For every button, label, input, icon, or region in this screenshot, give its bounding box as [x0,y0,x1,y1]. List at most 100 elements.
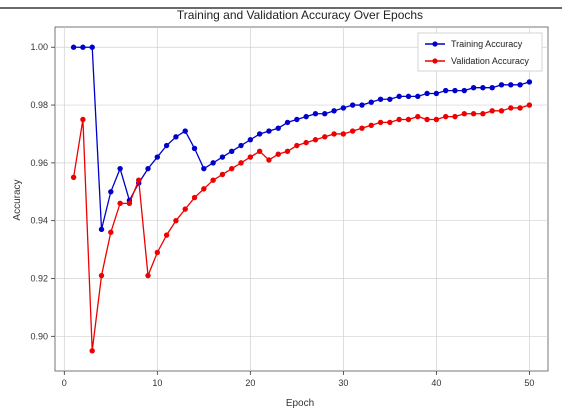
data-point-validation [108,229,114,235]
data-point-training [331,108,337,114]
data-point-validation [452,113,458,120]
legend-marker-training [432,41,438,47]
data-point-training [517,82,523,88]
x-tick-label: 10 [152,378,162,388]
data-point-validation [480,111,486,117]
data-point-training [70,44,77,50]
series-validation [70,102,533,354]
data-point-training [210,160,216,166]
data-point-validation [70,174,77,181]
data-point-validation [377,119,384,126]
x-tick-label: 40 [431,378,441,388]
data-point-training [154,154,161,160]
data-point-validation [387,119,393,126]
data-point-validation [498,108,505,114]
data-point-training [182,128,188,134]
data-point-training [173,134,179,140]
plot-border [54,26,549,372]
data-point-validation [461,111,467,117]
data-point-training [498,82,505,88]
data-point-training [526,79,533,85]
data-point-validation [136,177,142,183]
data-point-validation [210,177,216,183]
data-point-training [424,90,430,97]
data-point-validation [331,131,337,137]
data-point-training [275,125,281,131]
x-tick-label: 30 [338,378,348,388]
data-point-training [163,142,170,149]
data-point-validation [266,157,272,163]
data-point-validation [219,171,226,178]
data-point-validation [526,102,533,108]
data-point-training [368,99,374,105]
data-point-validation [191,194,198,201]
data-point-validation [294,142,300,149]
data-point-training [415,93,421,100]
data-point-validation [470,111,477,117]
data-point-training [461,87,467,94]
data-point-validation [80,116,86,123]
data-point-training [201,165,207,172]
x-tick-label: 50 [524,378,534,388]
y-tick-label: 0.90 [30,331,48,341]
data-point-validation [154,249,161,256]
data-point-training [80,44,86,50]
data-point-validation [396,116,402,123]
data-point-validation [415,113,421,120]
chart-title: Training and Validation Accuracy Over Ep… [177,8,423,22]
data-point-training [98,226,105,233]
data-point-training [405,93,412,100]
legend: Training Accuracy Validation Accuracy [417,32,543,72]
data-point-validation [182,206,188,212]
data-point-validation [126,200,133,207]
y-tick-label: 0.94 [30,216,48,226]
data-point-training [359,102,365,108]
data-point-training [480,85,486,91]
data-point-validation [173,217,179,224]
data-point-training [396,93,402,100]
data-point-training [219,154,226,160]
data-point-validation [256,148,263,155]
data-point-validation [284,148,291,155]
series-training [70,44,533,233]
data-point-validation [508,105,514,111]
data-point-validation [517,105,523,111]
data-point-training [508,82,514,88]
legend-label-training: Training Accuracy [451,39,523,49]
data-point-validation [275,151,281,157]
data-point-validation [489,108,495,114]
data-point-training [303,113,309,120]
data-point-validation [442,113,449,120]
data-point-training [238,142,244,149]
data-point-validation [163,232,170,238]
data-point-validation [405,116,412,123]
data-point-validation [98,272,105,279]
data-point-validation [322,134,328,140]
data-point-training [256,131,263,137]
data-point-training [266,128,272,134]
data-point-validation [201,186,207,192]
data-point-training [377,96,384,102]
data-point-training [489,85,495,91]
data-point-training [470,85,477,91]
data-point-training [294,116,300,123]
y-tick-label: 0.98 [30,100,48,110]
data-point-validation [145,272,151,279]
y-axis-label: Accuracy [12,179,23,220]
data-point-validation [368,122,374,128]
data-point-validation [312,137,319,143]
data-point-validation [349,128,356,134]
data-point-training [452,87,458,94]
data-point-validation [247,154,254,160]
data-point-validation [89,348,95,354]
y-tick-label: 0.96 [30,158,48,168]
data-point-training [108,189,114,195]
data-point-training [387,96,393,102]
data-point-training [433,90,440,97]
data-point-training [284,119,291,126]
data-point-validation [359,125,365,131]
data-point-training [145,165,151,172]
x-tick-label: 20 [245,378,255,388]
grid [55,27,548,371]
